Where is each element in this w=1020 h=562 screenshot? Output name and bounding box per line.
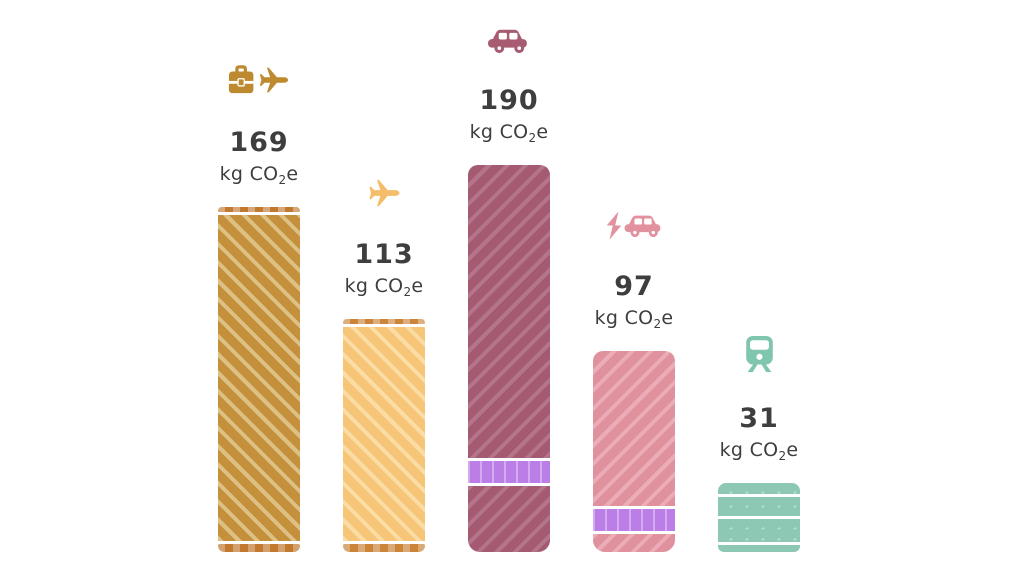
unit-suffix: e	[661, 307, 674, 329]
unit-prefix: kg CO	[344, 275, 404, 297]
unit-subscript: 2	[278, 173, 287, 187]
unit-prefix: kg CO	[219, 163, 279, 185]
briefcase-plane-icon	[228, 63, 290, 97]
unit-label: kg CO2e	[720, 439, 799, 463]
unit-label: kg CO2e	[220, 163, 299, 187]
unit-prefix: kg CO	[594, 307, 654, 329]
unit-suffix: e	[536, 121, 549, 143]
column-flight: 113 kg CO2e	[343, 177, 425, 552]
unit-label: kg CO2e	[595, 307, 674, 331]
value-label: 190	[479, 84, 539, 116]
unit-subscript: 2	[778, 449, 787, 463]
bar-business-flight	[218, 207, 300, 552]
unit-label: kg CO2e	[470, 121, 549, 145]
bar-flight	[343, 319, 425, 552]
unit-suffix: e	[786, 439, 799, 461]
unit-subscript: 2	[528, 131, 537, 145]
value-label: 97	[614, 270, 654, 302]
plane-icon	[366, 177, 403, 209]
bar-top-cap	[218, 207, 300, 212]
unit-label: kg CO2e	[345, 275, 424, 299]
bar-segment	[718, 483, 800, 494]
bar-segment	[718, 497, 800, 516]
bar-base	[343, 544, 425, 552]
unit-subscript: 2	[653, 317, 662, 331]
battery-segment	[468, 461, 550, 483]
bar-segment	[718, 545, 800, 552]
value-label: 169	[229, 126, 289, 158]
unit-prefix: kg CO	[469, 121, 529, 143]
bar-electric-car	[593, 351, 675, 552]
column-train: 31 kg CO2e	[718, 335, 800, 552]
bar-car	[468, 165, 550, 552]
bar-body-upper	[593, 351, 675, 506]
bar-body-lower	[593, 534, 675, 552]
value-label: 31	[739, 402, 779, 434]
bar-base	[218, 544, 300, 552]
bar-body-upper	[468, 165, 550, 458]
bar-body	[343, 327, 425, 541]
bar-body	[218, 215, 300, 541]
unit-suffix: e	[286, 163, 299, 185]
car-icon	[487, 27, 532, 55]
bar-segment	[718, 519, 800, 542]
bar-train	[718, 483, 800, 552]
unit-prefix: kg CO	[719, 439, 779, 461]
bolt-car-icon	[602, 210, 666, 241]
column-car: 190 kg CO2e	[468, 27, 550, 552]
bar-body-lower	[468, 486, 550, 552]
unit-suffix: e	[411, 275, 424, 297]
column-business-flight: 169 kg CO2e	[218, 63, 300, 552]
column-electric-car: 97 kg CO2e	[593, 210, 675, 552]
battery-segment	[593, 509, 675, 531]
train-icon	[742, 335, 777, 373]
value-label: 113	[354, 238, 414, 270]
unit-subscript: 2	[403, 285, 412, 299]
bar-top-cap	[343, 319, 425, 324]
